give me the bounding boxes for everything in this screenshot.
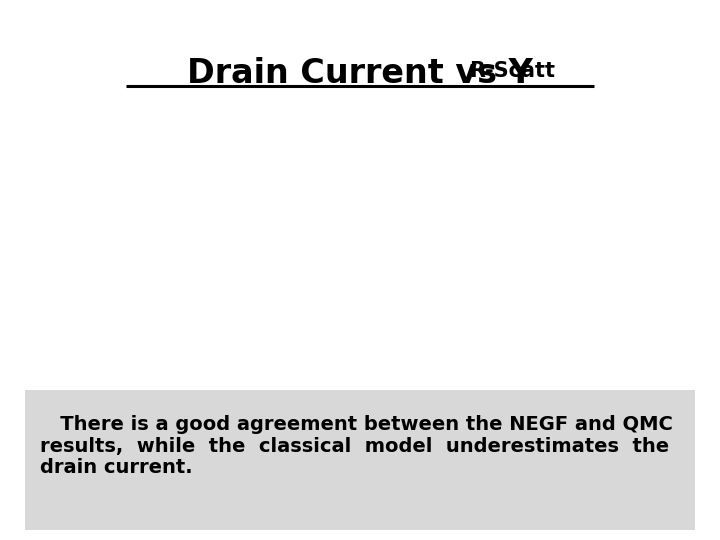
FancyBboxPatch shape [25,390,695,530]
Text: R-Scatt: R-Scatt [469,61,555,81]
Text: There is a good agreement between the NEGF and QMC: There is a good agreement between the NE… [40,415,673,434]
Text: Drain Current vs Y: Drain Current vs Y [187,57,533,90]
Text: results,  while  the  classical  model  underestimates  the: results, while the classical model under… [40,437,669,456]
Text: drain current.: drain current. [40,458,193,477]
